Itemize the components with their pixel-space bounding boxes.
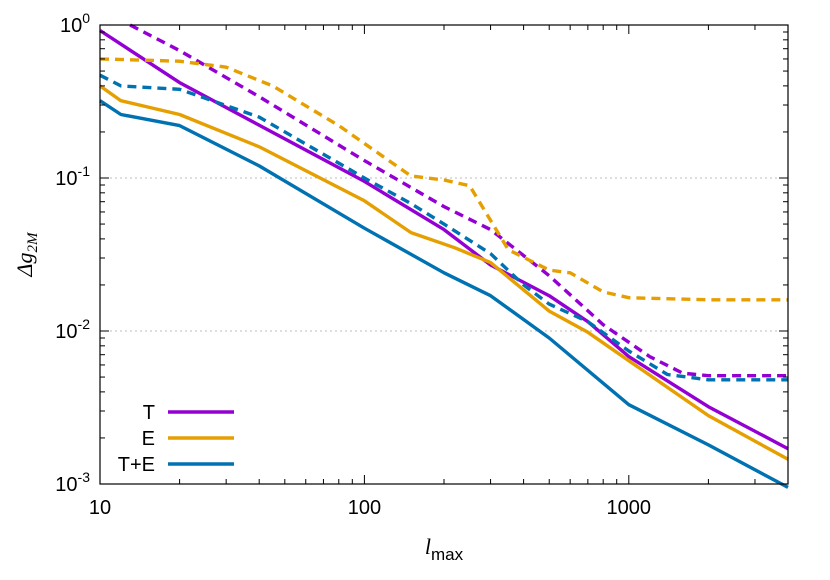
series-line-t-plus-e-dashed [99, 73, 788, 382]
legend-label: T [143, 402, 155, 424]
legend: TE T+E [118, 402, 234, 476]
x-axis-title-sub: max [431, 545, 464, 564]
y-tick-label: 10-2 [55, 316, 90, 343]
x-tick-label: 100 [348, 497, 381, 519]
series-line-t-dashed [129, 23, 788, 378]
grid-layer [100, 177, 788, 332]
y-axis-title-sub: 2M [25, 231, 41, 253]
legend-label: E [142, 428, 155, 450]
y-tick-label: 100 [60, 10, 90, 37]
y-tick-label: 10-1 [55, 163, 90, 190]
y-axis-title: Δg2M [12, 231, 41, 277]
series-line-e-solid [99, 84, 789, 461]
series-line-t-plus-e-solid [99, 99, 789, 489]
ticks-layer: 10 100 1000 100 10-1 10-2 10-3 [55, 10, 789, 519]
x-axis-title-main: l [425, 534, 431, 559]
x-tick-label: 10 [89, 497, 111, 519]
legend-label: T+E [118, 454, 155, 476]
x-axis-title: lmax [425, 534, 464, 564]
series-layer [99, 23, 789, 489]
y-axis-title-main: Δg [12, 253, 37, 278]
series-line-e-dashed [99, 57, 788, 302]
x-tick-label: 1000 [607, 497, 652, 519]
y-tick-label: 10-3 [55, 469, 90, 496]
series-line-t-solid [99, 29, 789, 451]
